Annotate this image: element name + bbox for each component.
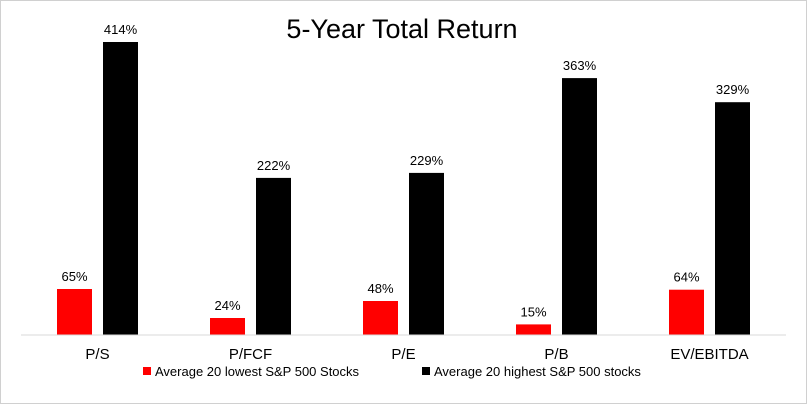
legend: Average 20 lowest S&P 500 Stocks Average… <box>143 364 641 379</box>
bar-highest-3 <box>562 78 597 335</box>
bar-highest-1 <box>256 177 291 335</box>
bar-lowest-2 <box>363 301 398 335</box>
data-label-highest-4: 329% <box>716 82 750 97</box>
category-label-2: P/E <box>391 346 415 363</box>
data-label-highest-0: 414% <box>104 22 138 37</box>
category-labels: P/S P/FCF P/E P/B EV/EBITDA <box>85 346 748 363</box>
legend-swatch-lowest <box>143 367 151 375</box>
category-label-3: P/B <box>544 346 568 363</box>
data-label-lowest-4: 64% <box>673 270 699 285</box>
legend-label-highest: Average 20 highest S&P 500 stocks <box>434 364 641 379</box>
bar-lowest-1 <box>210 318 245 335</box>
bar-highest-0 <box>103 42 138 335</box>
data-label-highest-3: 363% <box>563 58 597 73</box>
data-label-lowest-2: 48% <box>367 281 393 296</box>
bar-highest-2 <box>409 172 444 335</box>
legend-swatch-highest <box>422 367 430 375</box>
bars-group: 65% 414% 24% 222% 48% 229% 15% 363% 64% 329% <box>57 22 750 335</box>
bar-lowest-0 <box>57 289 92 335</box>
category-label-1: P/FCF <box>229 346 272 363</box>
data-label-lowest-1: 24% <box>214 298 240 313</box>
data-label-lowest-3: 15% <box>520 304 546 319</box>
data-label-highest-2: 229% <box>410 153 444 168</box>
bar-lowest-3 <box>516 324 551 335</box>
category-label-0: P/S <box>85 346 109 363</box>
bar-lowest-4 <box>669 289 704 335</box>
bar-highest-4 <box>715 102 750 335</box>
data-label-highest-1: 222% <box>257 158 291 173</box>
chart-title: 5-Year Total Return <box>286 14 517 44</box>
legend-label-lowest: Average 20 lowest S&P 500 Stocks <box>155 364 360 379</box>
data-label-lowest-0: 65% <box>61 269 87 284</box>
category-label-4: EV/EBITDA <box>670 346 748 363</box>
